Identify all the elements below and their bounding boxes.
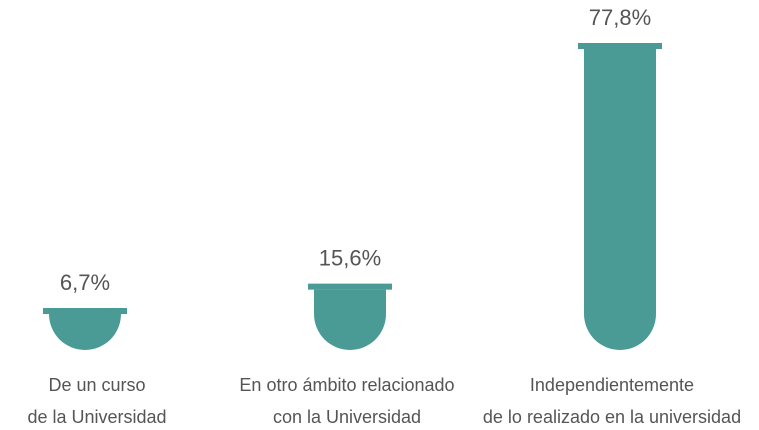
bar-cap [578, 43, 662, 49]
category-label: de lo realizado en la universidad [483, 407, 741, 427]
value-label: 15,6% [319, 245, 381, 270]
bar-cap [43, 308, 127, 314]
category-label: de la Universidad [27, 407, 166, 427]
category-label: Independientemente [530, 375, 694, 395]
bar-cap [308, 283, 392, 290]
value-label: 6,7% [60, 270, 110, 295]
value-label: 77,8% [589, 5, 651, 30]
category-label: De un curso [48, 375, 145, 395]
category-label: En otro ámbito relacionado [239, 375, 454, 395]
bar [314, 289, 386, 350]
bar [584, 49, 656, 350]
category-label: con la Universidad [273, 407, 421, 427]
bar [49, 314, 121, 350]
